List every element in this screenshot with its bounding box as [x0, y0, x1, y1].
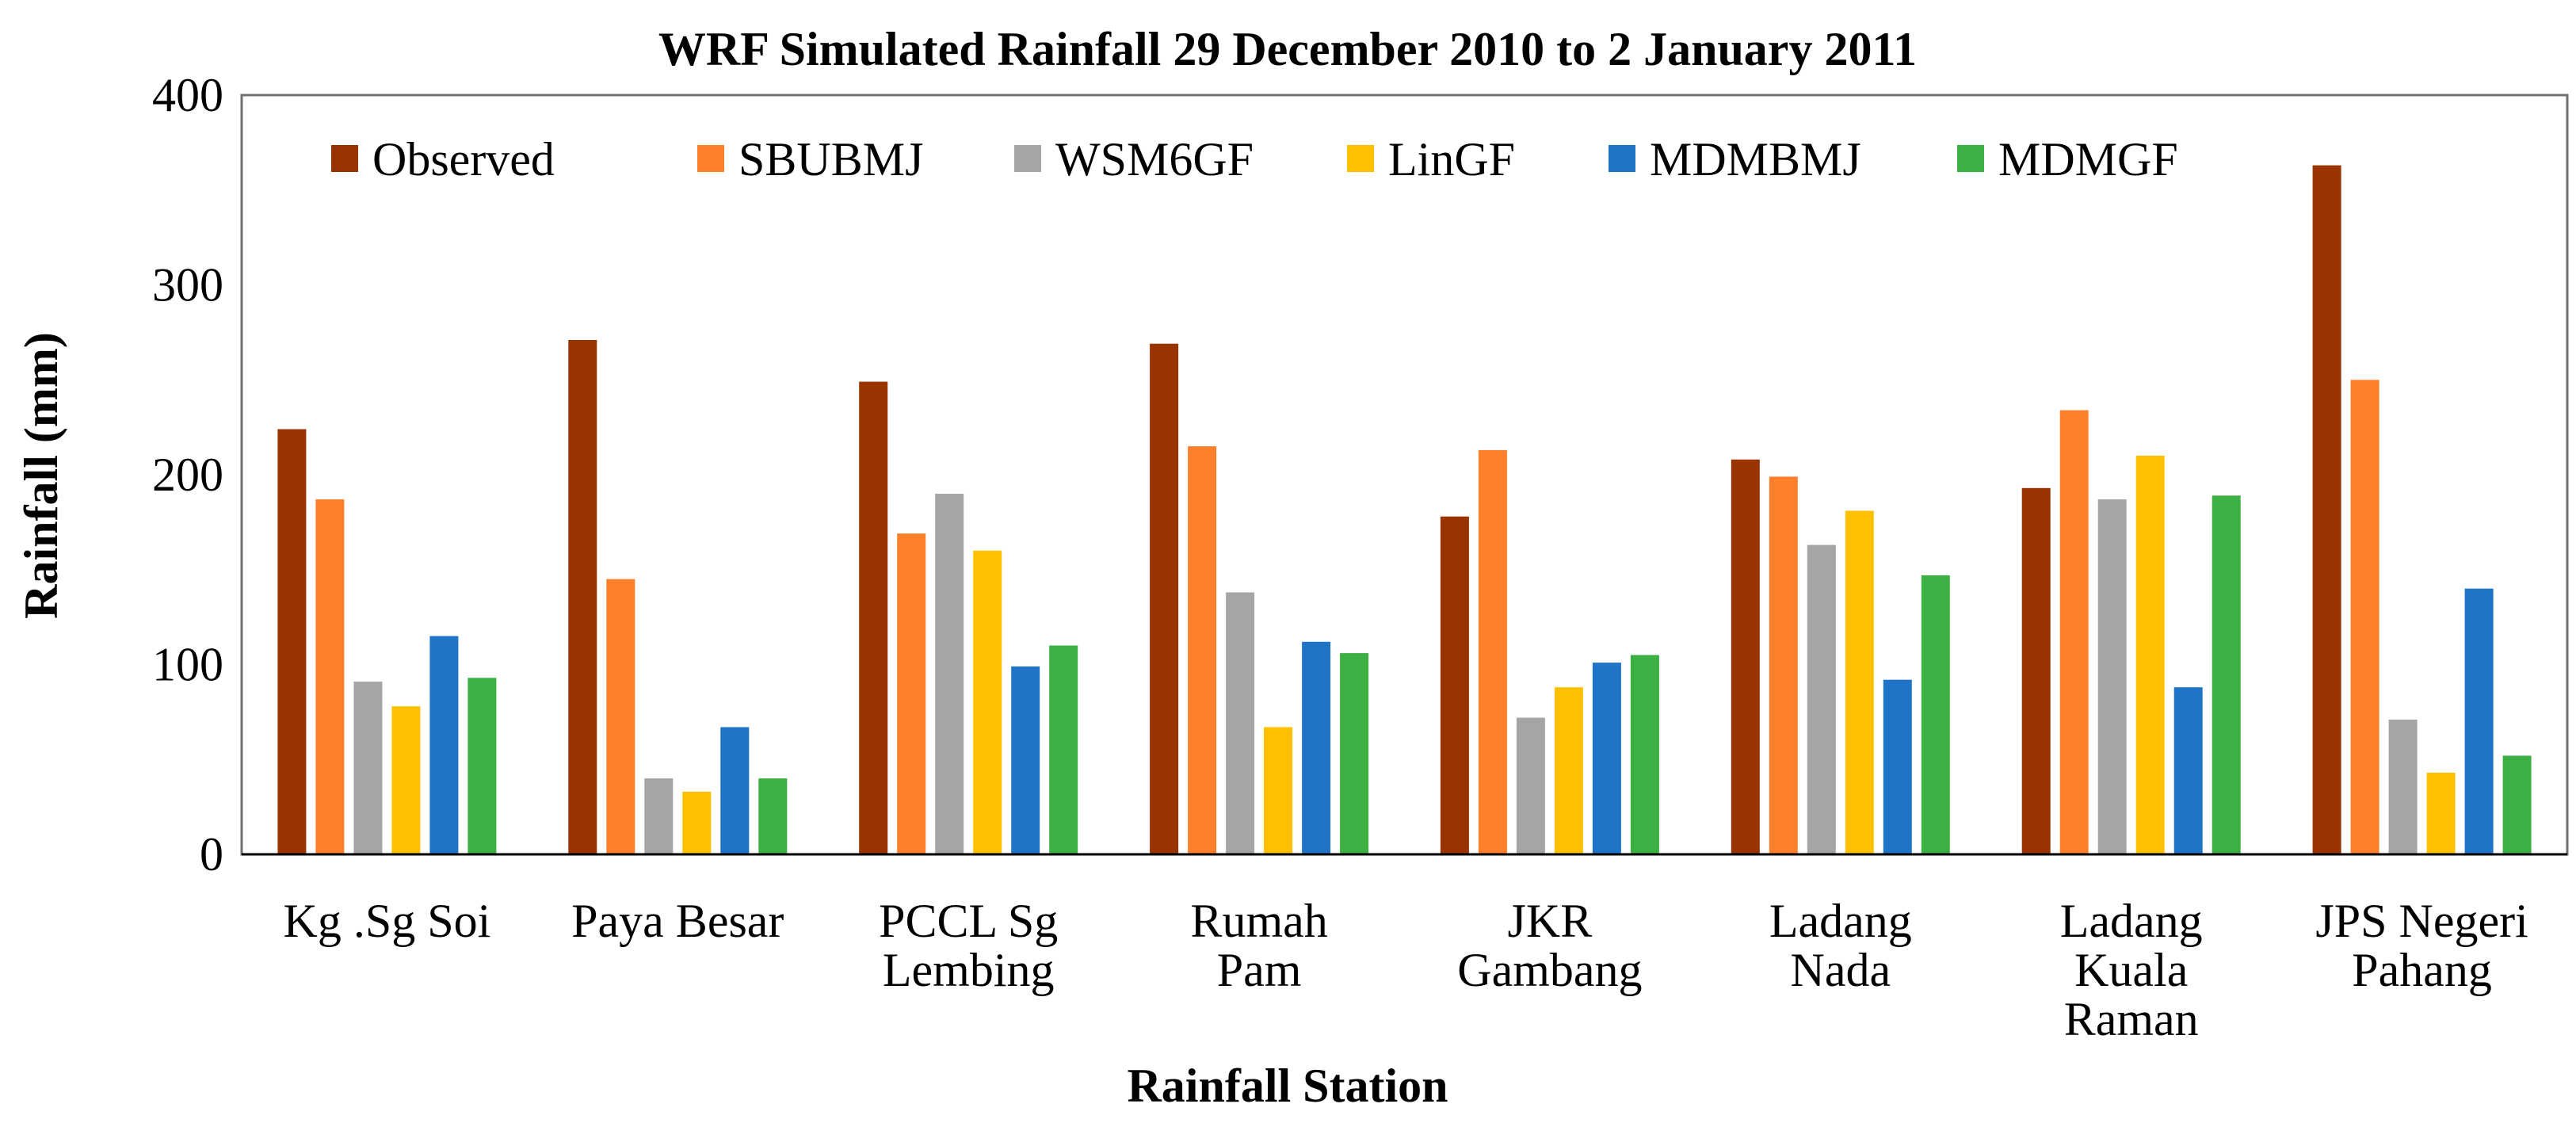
- legend-swatch-mdmgf: [1957, 145, 1984, 172]
- bar-wsm6gf-3: [1226, 592, 1255, 854]
- x-category-label: Rumah Pam: [1190, 895, 1327, 996]
- bar-mdmgf-7: [2502, 755, 2532, 854]
- x-category-label: Kg .Sg Soi: [284, 895, 491, 947]
- bar-lingf-2: [973, 550, 1002, 854]
- bar-mdmbmj-6: [2173, 687, 2203, 854]
- legend: Observed SBUBMJ WSM6GF LinGF MDMBMJ MDMGF: [331, 133, 2178, 185]
- bar-mdmbmj-4: [1592, 663, 1621, 854]
- bar-observed-6: [2021, 487, 2051, 854]
- chart-title: WRF Simulated Rainfall 29 December 2010 …: [658, 23, 1917, 75]
- legend-label-sbubmj: SBUBMJ: [738, 133, 923, 185]
- bar-wsm6gf-5: [1807, 544, 1836, 854]
- bar-lingf-5: [1845, 510, 1874, 854]
- bar-lingf-4: [1554, 687, 1583, 854]
- x-category-label-line: Gambang: [1457, 944, 1642, 996]
- x-category-label-line: Ladang: [1769, 895, 1912, 947]
- bar-sbubmj-4: [1478, 449, 1507, 854]
- bars-group: [277, 165, 2532, 855]
- x-category-label-line: Paya Besar: [571, 895, 784, 947]
- bar-mdmgf-1: [758, 778, 788, 854]
- x-category-label-line: Ladang: [2060, 895, 2203, 947]
- x-category-label-line: Kg .Sg Soi: [284, 895, 491, 947]
- bar-observed-3: [1150, 343, 1179, 854]
- x-category-label-line: JPS Negeri: [2315, 895, 2528, 947]
- bar-mdmgf-0: [467, 678, 497, 854]
- x-category-label: Ladang Nada: [1769, 895, 1912, 996]
- legend-label-lingf: LinGF: [1388, 133, 1515, 185]
- bar-wsm6gf-4: [1516, 717, 1545, 854]
- bar-mdmbmj-0: [429, 636, 459, 854]
- legend-label-observed: Observed: [372, 133, 555, 185]
- bar-lingf-7: [2426, 773, 2456, 854]
- bar-observed-0: [277, 429, 307, 854]
- bar-lingf-6: [2135, 456, 2165, 854]
- x-category-label-line: PCCL Sg: [879, 895, 1058, 947]
- x-category-label-line: Lembing: [883, 944, 1055, 996]
- bar-sbubmj-5: [1769, 476, 1798, 854]
- x-category-label-line: Raman: [2064, 993, 2199, 1045]
- x-category-label: JKR Gambang: [1457, 895, 1642, 996]
- x-category-label-line: Rumah: [1190, 895, 1327, 947]
- y-tick-labels: 0 100 200 300 400: [152, 69, 223, 880]
- y-tick-label: 300: [152, 259, 223, 311]
- x-category-label-line: Pam: [1217, 944, 1302, 996]
- bar-lingf-1: [682, 792, 712, 854]
- x-category-label: PCCL Sg Lembing: [879, 895, 1058, 996]
- bar-mdmbmj-2: [1011, 666, 1040, 854]
- bar-observed-7: [2312, 165, 2341, 855]
- legend-swatch-sbubmj: [697, 145, 724, 172]
- bar-mdmgf-6: [2212, 495, 2241, 854]
- bar-mdmgf-3: [1340, 653, 1369, 854]
- bar-mdmbmj-7: [2464, 588, 2494, 854]
- bar-sbubmj-1: [606, 579, 635, 854]
- bar-observed-5: [1731, 459, 1760, 854]
- bar-sbubmj-6: [2059, 410, 2089, 854]
- y-axis-title: Rainfall (mm): [15, 332, 67, 619]
- x-category-label: Paya Besar: [571, 895, 784, 947]
- bar-wsm6gf-2: [935, 494, 964, 854]
- y-tick-label: 0: [200, 828, 223, 880]
- x-category-label-line: Kuala: [2074, 944, 2188, 996]
- y-tick-label: 400: [152, 69, 223, 121]
- bar-mdmgf-2: [1049, 645, 1078, 854]
- bar-sbubmj-7: [2350, 380, 2379, 855]
- x-category-label-line: Pahang: [2352, 944, 2492, 996]
- bar-wsm6gf-0: [353, 682, 383, 854]
- x-category-label-line: JKR: [1508, 895, 1593, 947]
- bar-lingf-3: [1264, 727, 1293, 854]
- x-category-label: Ladang Kuala Raman: [2060, 895, 2203, 1045]
- bar-wsm6gf-7: [2388, 720, 2418, 854]
- legend-swatch-mdmbmj: [1609, 145, 1635, 172]
- y-tick-label: 100: [152, 639, 223, 691]
- legend-label-mdmbmj: MDMBMJ: [1650, 133, 1861, 185]
- bar-observed-4: [1440, 516, 1469, 854]
- legend-label-wsm6gf: WSM6GF: [1055, 133, 1254, 185]
- x-axis-title: Rainfall Station: [1127, 1060, 1448, 1112]
- bar-mdmgf-4: [1630, 655, 1659, 854]
- bar-mdmbmj-3: [1302, 641, 1331, 854]
- y-tick-label: 200: [152, 449, 223, 501]
- bar-lingf-0: [391, 706, 421, 854]
- bar-sbubmj-3: [1188, 446, 1217, 854]
- bar-mdmbmj-1: [720, 727, 750, 854]
- bar-wsm6gf-1: [644, 778, 674, 854]
- bar-observed-1: [568, 340, 597, 854]
- bar-sbubmj-2: [897, 533, 926, 854]
- legend-swatch-wsm6gf: [1014, 145, 1041, 172]
- legend-swatch-lingf: [1347, 145, 1374, 172]
- bar-observed-2: [859, 381, 888, 855]
- bar-sbubmj-0: [315, 499, 345, 854]
- legend-label-mdmgf: MDMGF: [1998, 133, 2178, 185]
- bar-wsm6gf-6: [2097, 499, 2127, 854]
- x-category-label-line: Nada: [1791, 944, 1891, 996]
- bar-mdmbmj-5: [1883, 679, 1912, 854]
- bar-mdmgf-5: [1921, 575, 1950, 854]
- legend-swatch-observed: [331, 145, 358, 172]
- x-category-label: JPS Negeri Pahang: [2315, 895, 2528, 996]
